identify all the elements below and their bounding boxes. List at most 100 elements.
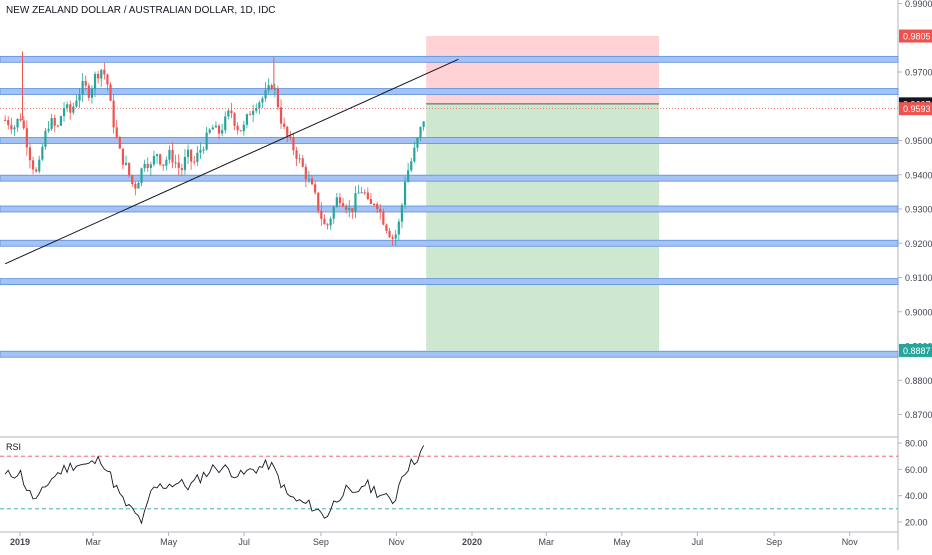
candle-body: [379, 208, 382, 212]
candle-body: [400, 205, 404, 222]
candle-body: [50, 117, 53, 129]
candle-body: [84, 80, 87, 86]
candle-body: [87, 85, 90, 98]
candle-body: [7, 120, 10, 126]
time-tick-label: Jul: [692, 537, 704, 547]
candle-body: [217, 125, 221, 134]
candle-body: [190, 149, 193, 162]
rsi-tick-label: 80.00: [905, 439, 928, 449]
candle-body: [93, 73, 97, 89]
candle-body: [363, 192, 366, 194]
candle-body: [345, 206, 348, 210]
current-price-badge: [899, 102, 932, 116]
candle-body: [292, 137, 295, 151]
candle-body: [320, 210, 323, 219]
candle-body: [31, 160, 35, 170]
price-tick-label: 0.9100: [905, 273, 932, 283]
candle-body: [152, 156, 156, 165]
target-price-badge: [899, 343, 932, 357]
level-band: [0, 55, 899, 63]
candle-body: [258, 102, 261, 108]
candle-body: [289, 136, 292, 138]
candle-body: [205, 132, 208, 150]
candle-body: [410, 161, 413, 171]
time-tick-label: Mar: [85, 537, 101, 547]
candle-body: [28, 147, 32, 161]
candle-body: [255, 107, 258, 111]
candle-body: [140, 168, 143, 183]
candle-body: [366, 192, 369, 200]
candle-body: [397, 221, 400, 235]
candle-body: [118, 137, 121, 149]
candle-body: [165, 159, 168, 166]
candle-body: [214, 125, 218, 128]
candle-body: [97, 73, 100, 79]
trendline: [4, 58, 459, 265]
level-band: [0, 137, 899, 144]
level-band: [0, 205, 899, 213]
candle-body: [4, 119, 7, 121]
candle-body: [298, 158, 301, 160]
candle-body: [351, 208, 354, 212]
candle-body: [199, 149, 202, 153]
candle-body: [323, 218, 326, 225]
current-price-label: 0.9593: [903, 104, 931, 114]
candle-body: [273, 88, 276, 90]
time-tick-label: May: [613, 537, 631, 547]
candle-body: [143, 163, 146, 169]
chart-lines: [0, 58, 898, 265]
candle-body: [134, 183, 137, 189]
candle-body: [369, 199, 373, 204]
candle-body: [13, 127, 16, 130]
candle-body: [196, 152, 199, 162]
candle-body: [177, 162, 180, 169]
candle-body: [286, 126, 289, 137]
price-tick-label: 0.8800: [905, 376, 932, 386]
price-candles: [4, 51, 425, 247]
time-tick-label: May: [160, 537, 178, 547]
time-tick-label: Sep: [766, 537, 782, 547]
candle-body: [385, 224, 388, 231]
candle-body: [208, 129, 211, 133]
time-tick-label: Sep: [313, 537, 329, 547]
candle-body: [168, 149, 171, 160]
position-zones: [426, 36, 659, 351]
level-band: [0, 350, 899, 358]
candle-body: [394, 234, 397, 239]
candle-body: [109, 84, 112, 101]
candle-body: [413, 147, 416, 162]
candle-body: [422, 121, 425, 127]
candle-body: [202, 149, 205, 151]
rsi-line: [4, 445, 425, 525]
price-tick-label: 0.9500: [905, 136, 932, 146]
time-tick-label: Nov: [842, 537, 859, 547]
candle-body: [372, 203, 376, 205]
time-tick-label: 2019: [10, 537, 30, 547]
candle-body: [211, 127, 214, 130]
candle-body: [115, 127, 118, 138]
candle-body: [267, 85, 270, 91]
candle-body: [310, 178, 314, 185]
stop-price-label: 0.9805: [903, 32, 931, 42]
candle-body: [326, 224, 329, 226]
price-tick-label: 0.9300: [905, 205, 932, 215]
candle-body: [174, 162, 177, 164]
candle-body: [137, 182, 140, 189]
candle-body: [171, 149, 174, 163]
candle-body: [162, 164, 165, 166]
candle-body: [335, 197, 338, 207]
target-price-label: 0.8887: [903, 346, 931, 356]
candle-body: [128, 162, 131, 176]
candle-body: [283, 123, 286, 127]
candle-body: [221, 130, 224, 134]
candle-body: [230, 110, 233, 114]
level-band: [0, 88, 899, 95]
rsi-label: RSI: [6, 442, 22, 452]
candle-body: [121, 148, 125, 165]
price-tick-label: 0.9000: [905, 307, 932, 317]
candle-body: [338, 197, 342, 204]
candle-body: [245, 114, 249, 125]
candle-body: [41, 146, 44, 160]
candle-body: [304, 166, 307, 180]
